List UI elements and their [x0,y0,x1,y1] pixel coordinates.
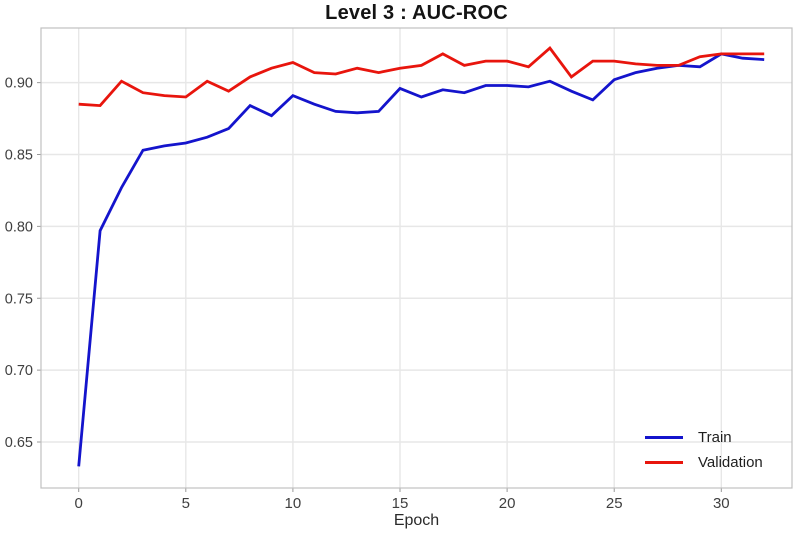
validation-series-line [78,46,765,108]
train-series-line [77,52,765,467]
x-tick-label: 20 [499,495,516,512]
y-tick-label: 0.85 [5,148,33,164]
y-tick-label: 0.65 [5,435,33,451]
panel-border [40,27,793,489]
x-tick-label: 15 [392,495,409,512]
x-tick-label: 5 [182,495,190,512]
y-tick-label: 0.75 [5,291,33,307]
train-line-swatch [645,436,683,439]
y-tick-label: 0.90 [5,76,33,92]
validation-line-swatch [645,461,683,464]
y-tick-label: 0.80 [5,219,33,235]
x-tick-label: 0 [75,495,83,512]
panel-background [41,28,792,488]
x-axis-title: Epoch [393,512,440,529]
y-tick-label: 0.70 [5,363,33,379]
legend-item-train: Train [645,425,763,450]
chart-title: Level 3 : AUC-ROC [325,2,508,24]
x-tick-label: 30 [713,495,730,512]
x-tick-label: 10 [285,495,302,512]
legend-label-train: Train [698,429,732,446]
legend: Train Validation [645,425,763,475]
legend-label-validation: Validation [698,454,763,471]
x-tick-label: 25 [606,495,623,512]
legend-item-validation: Validation [645,450,763,475]
